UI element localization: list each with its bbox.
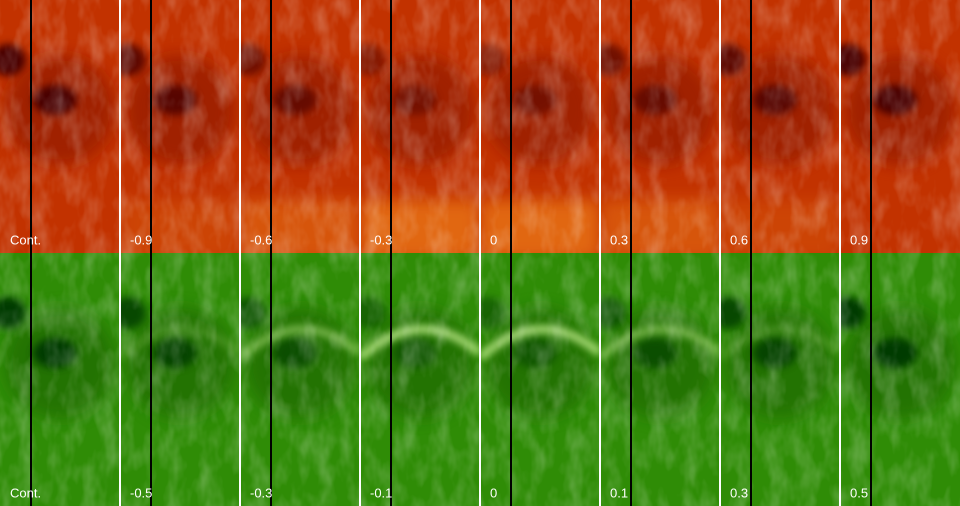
texture — [720, 253, 840, 506]
texture — [0, 0, 120, 253]
panel-label: -0.3 — [370, 232, 392, 247]
texture — [480, 0, 600, 253]
texture — [840, 0, 960, 253]
panel — [0, 253, 120, 506]
panel — [480, 0, 600, 253]
panel-label: 0 — [490, 485, 497, 500]
panel — [720, 0, 840, 253]
panel-label: 0.3 — [730, 485, 748, 500]
panel — [840, 253, 960, 506]
panel — [120, 253, 240, 506]
panel-label: -0.9 — [130, 232, 152, 247]
panel-label: -0.1 — [370, 485, 392, 500]
panel-label: 0.9 — [850, 232, 868, 247]
panel — [240, 0, 360, 253]
panel-label: 0.6 — [730, 232, 748, 247]
texture — [120, 253, 240, 506]
panel-label: -0.6 — [250, 232, 272, 247]
texture — [720, 0, 840, 253]
panel — [840, 0, 960, 253]
texture — [600, 253, 720, 506]
panel — [480, 253, 600, 506]
panel — [600, 0, 720, 253]
panel — [360, 253, 480, 506]
texture — [240, 0, 360, 253]
panel — [720, 253, 840, 506]
texture — [0, 253, 120, 506]
panel-label: 0.3 — [610, 232, 628, 247]
texture — [120, 0, 240, 253]
texture — [360, 0, 480, 253]
texture — [480, 253, 600, 506]
texture — [360, 253, 480, 506]
texture — [240, 253, 360, 506]
texture — [600, 0, 720, 253]
panel-label: -0.5 — [130, 485, 152, 500]
panel-label: Cont. — [10, 232, 41, 247]
panel — [240, 253, 360, 506]
panel-label: Cont. — [10, 485, 41, 500]
panel-label: 0.1 — [610, 485, 628, 500]
panel — [0, 0, 120, 253]
panel — [360, 0, 480, 253]
panel-label: 0 — [490, 232, 497, 247]
panel-label: -0.3 — [250, 485, 272, 500]
texture — [840, 253, 960, 506]
panel — [120, 0, 240, 253]
panel-label: 0.5 — [850, 485, 868, 500]
panel — [600, 253, 720, 506]
